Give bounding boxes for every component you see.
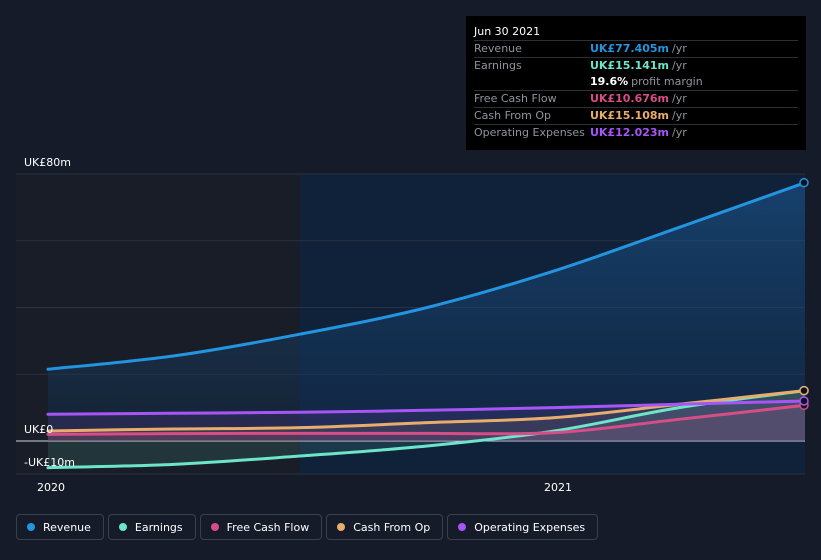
profit-margin-text: profit margin: [631, 75, 703, 88]
series-line-operating-expenses: [46, 399, 807, 416]
tooltip-label: Operating Expenses: [474, 126, 585, 139]
x-tick-label-2021: 2021: [544, 481, 572, 494]
legend-label: Cash From Op: [353, 520, 431, 534]
legend-dot-icon: [118, 523, 127, 531]
tooltip-label: Cash From Op: [474, 109, 552, 122]
legend-dot-icon: [458, 523, 467, 531]
tooltip-value: UK£77.405m: [590, 42, 670, 55]
y-tick-label-bottom: -UK£10m: [24, 456, 75, 469]
series-area-revenue: [48, 182, 805, 442]
legend: Revenue Earnings Free Cash Flow Cash Fro…: [16, 514, 599, 540]
tooltip-value: UK£15.108m: [590, 109, 670, 122]
tooltip-value: UK£15.141m: [590, 59, 670, 72]
end-point-cash-from-op: [799, 385, 809, 396]
series-line-free-cash-flow: [46, 403, 807, 436]
tooltip-row-revenue: Revenue UK£77.405m /yr: [474, 40, 798, 57]
tooltip-unit: /yr: [672, 126, 687, 139]
tooltip-label: Revenue: [474, 42, 522, 55]
tooltip-label: Free Cash Flow: [474, 92, 557, 105]
legend-dot-icon: [337, 523, 346, 531]
legend-item-free-cash-flow[interactable]: Free Cash Flow: [199, 514, 323, 540]
series-line-earnings: [46, 389, 807, 470]
tooltip-value: UK£12.023m: [590, 126, 670, 139]
legend-label: Revenue: [43, 520, 91, 534]
tooltip-unit: /yr: [672, 42, 687, 55]
tooltip-row-fcf: Free Cash Flow UK£10.676m /yr: [474, 90, 798, 107]
tooltip-unit: /yr: [672, 92, 687, 105]
legend-item-operating-expenses[interactable]: Operating Expenses: [447, 514, 599, 540]
legend-dot-icon: [210, 523, 219, 531]
tooltip-date: Jun 30 2021: [474, 25, 541, 38]
series-area-free-cash-flow: [48, 405, 805, 441]
tooltip: Jun 30 2021 Revenue UK£77.405m /yr Earni…: [466, 16, 806, 150]
y-tick-label-top: UK£80m: [24, 156, 71, 169]
legend-item-revenue[interactable]: Revenue: [16, 514, 104, 540]
x-tick-label-2020: 2020: [37, 481, 65, 494]
legend-item-earnings[interactable]: Earnings: [107, 514, 196, 540]
legend-label: Operating Expenses: [474, 520, 586, 534]
series-area-earnings: [48, 390, 805, 468]
end-point-revenue: [799, 177, 809, 188]
y-tick-label-zero: UK£0: [24, 423, 54, 436]
tooltip-unit: /yr: [672, 59, 687, 72]
legend-dot-icon: [27, 523, 35, 531]
legend-label: Free Cash Flow: [226, 520, 310, 534]
tooltip-row-earnings: Earnings UK£15.141m /yr: [474, 57, 798, 74]
tooltip-row-margin: 19.6% profit margin: [474, 74, 798, 90]
profit-margin-value: 19.6%: [590, 75, 629, 88]
tooltip-value: UK£10.676m: [590, 92, 670, 105]
end-point-operating-expenses: [799, 396, 809, 406]
tooltip-unit: /yr: [672, 109, 687, 122]
tooltip-label: Earnings: [474, 59, 522, 72]
legend-label: Earnings: [134, 520, 183, 534]
legend-item-cash-from-op[interactable]: Cash From Op: [326, 514, 444, 540]
tooltip-row-opex: Operating Expenses UK£12.023m /yr: [474, 124, 798, 141]
tooltip-row-cfo: Cash From Op UK£15.108m /yr: [474, 107, 798, 124]
series-line-revenue: [46, 181, 807, 371]
